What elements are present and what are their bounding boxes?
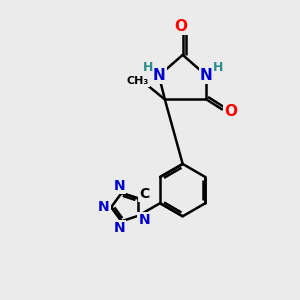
Text: CH₃: CH₃ <box>127 76 149 86</box>
Text: N: N <box>113 179 125 193</box>
Text: N: N <box>98 200 110 214</box>
Text: O: O <box>175 19 188 34</box>
Text: H: H <box>213 61 223 74</box>
Text: C: C <box>139 187 149 201</box>
Text: N: N <box>138 213 150 227</box>
Text: N: N <box>200 68 213 83</box>
Text: N: N <box>113 221 125 235</box>
Text: N: N <box>152 68 165 83</box>
Text: O: O <box>225 104 238 119</box>
Text: H: H <box>142 61 153 74</box>
